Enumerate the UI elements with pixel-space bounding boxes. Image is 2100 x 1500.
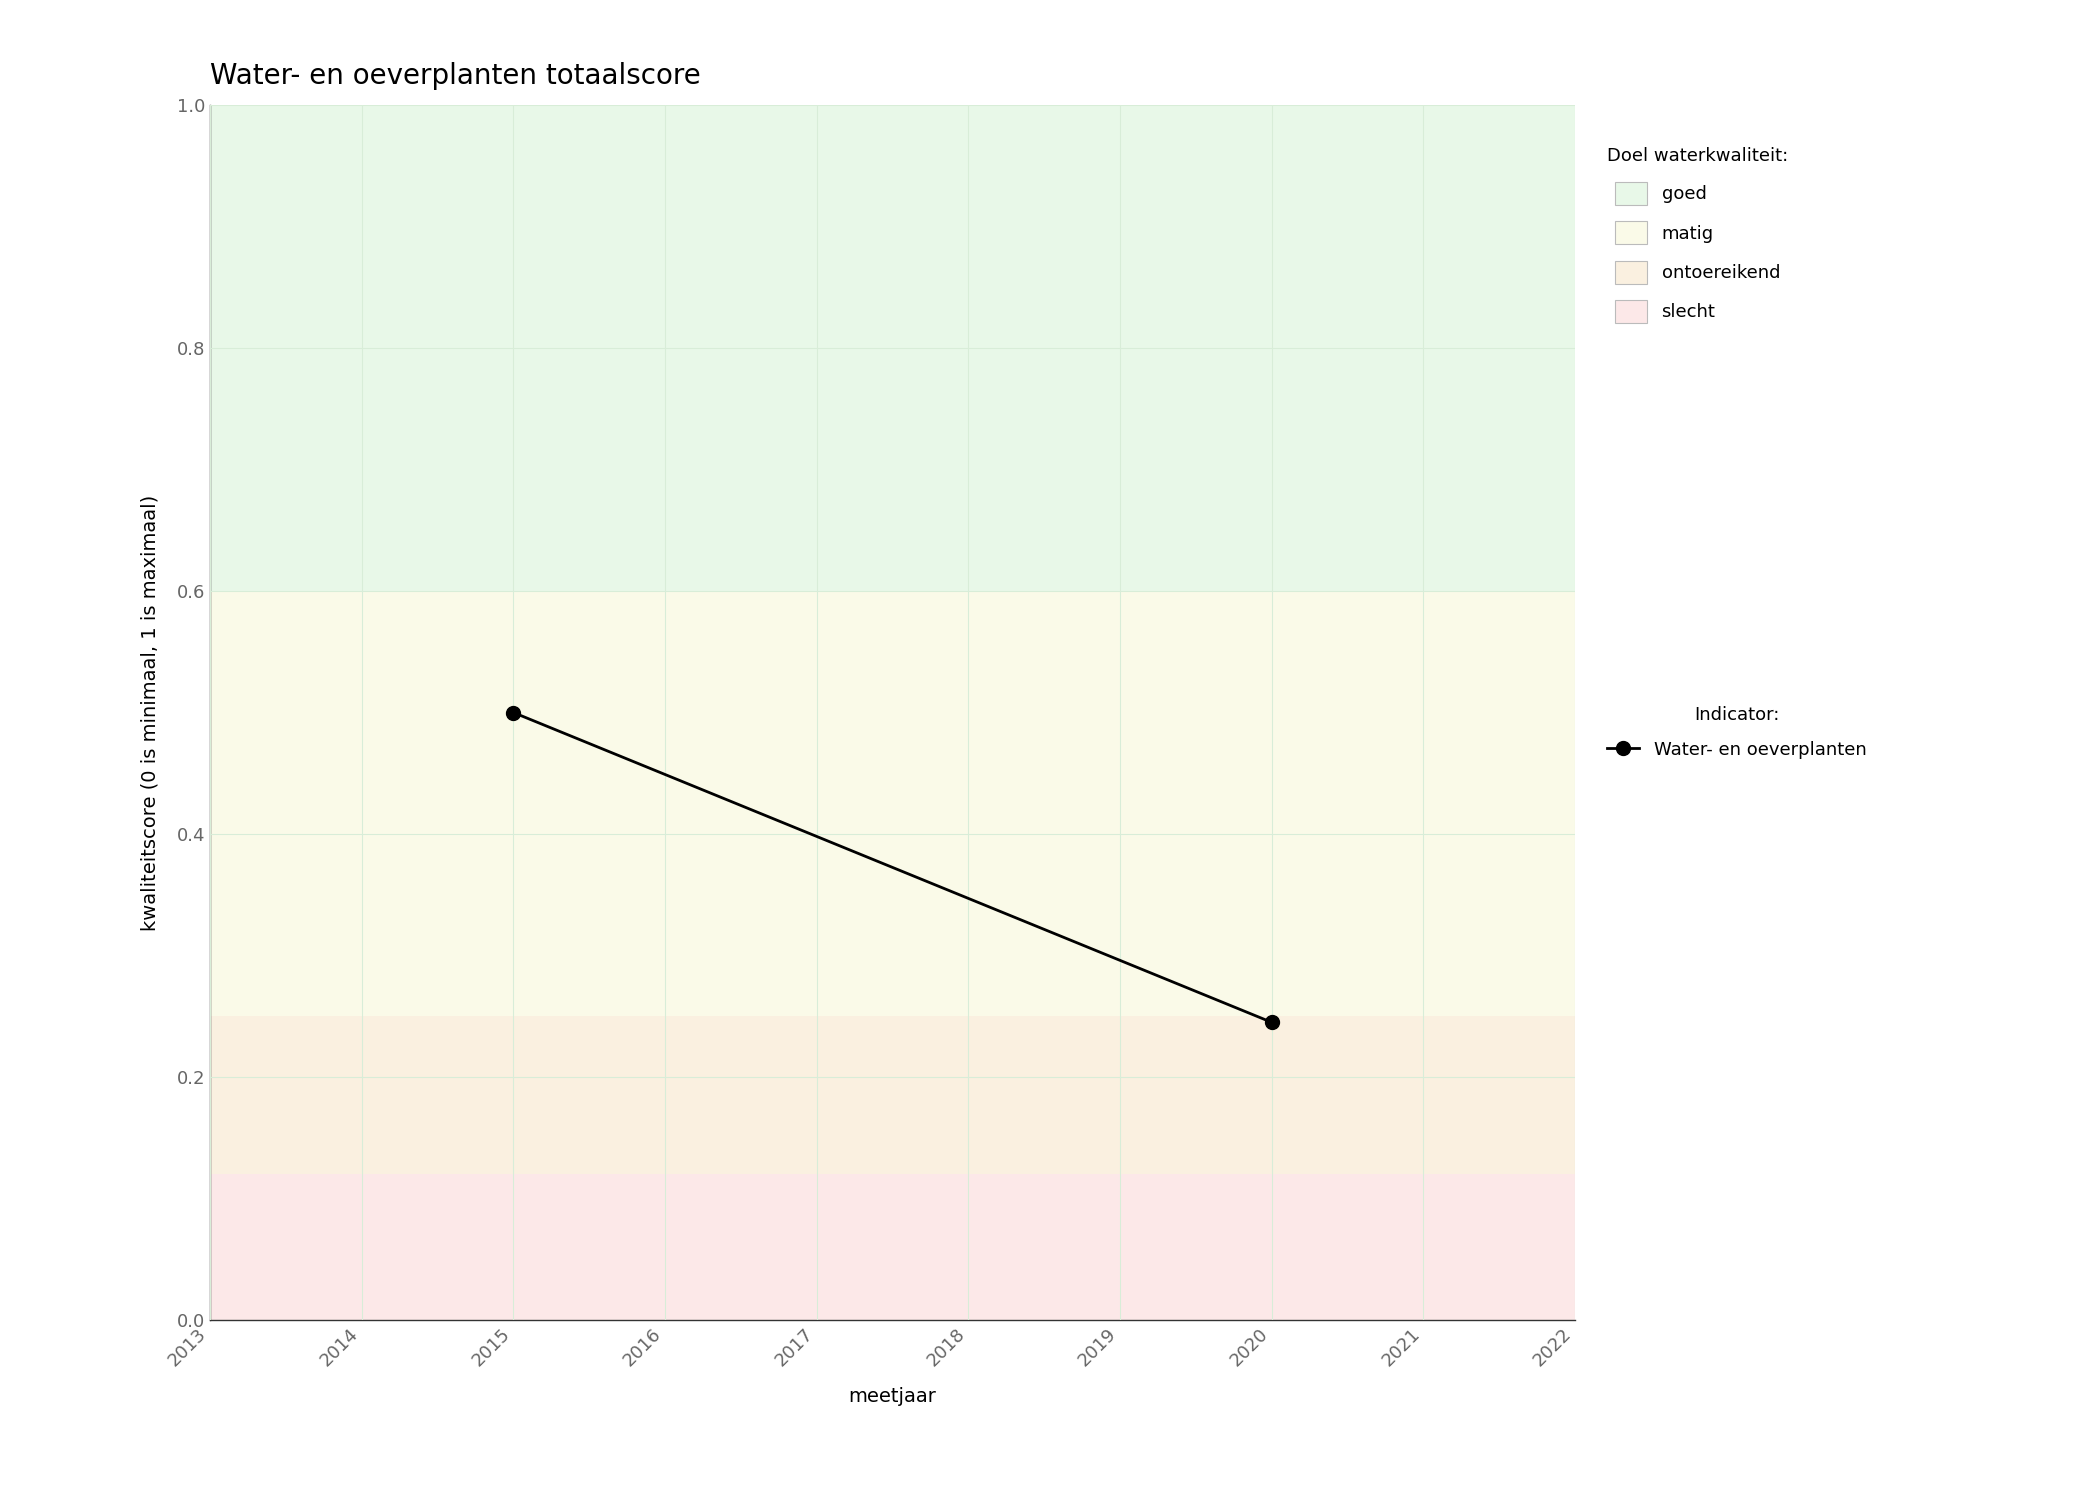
Bar: [210, 1174, 1575, 1320]
Bar: [210, 591, 1575, 1017]
Bar: [210, 1017, 1575, 1174]
Text: Water- en oeverplanten totaalscore: Water- en oeverplanten totaalscore: [210, 62, 701, 90]
Bar: [210, 105, 1575, 591]
Y-axis label: kwaliteitscore (0 is minimaal, 1 is maximaal): kwaliteitscore (0 is minimaal, 1 is maxi…: [141, 495, 160, 930]
Legend: Water- en oeverplanten: Water- en oeverplanten: [1598, 698, 1875, 768]
X-axis label: meetjaar: meetjaar: [848, 1386, 937, 1406]
